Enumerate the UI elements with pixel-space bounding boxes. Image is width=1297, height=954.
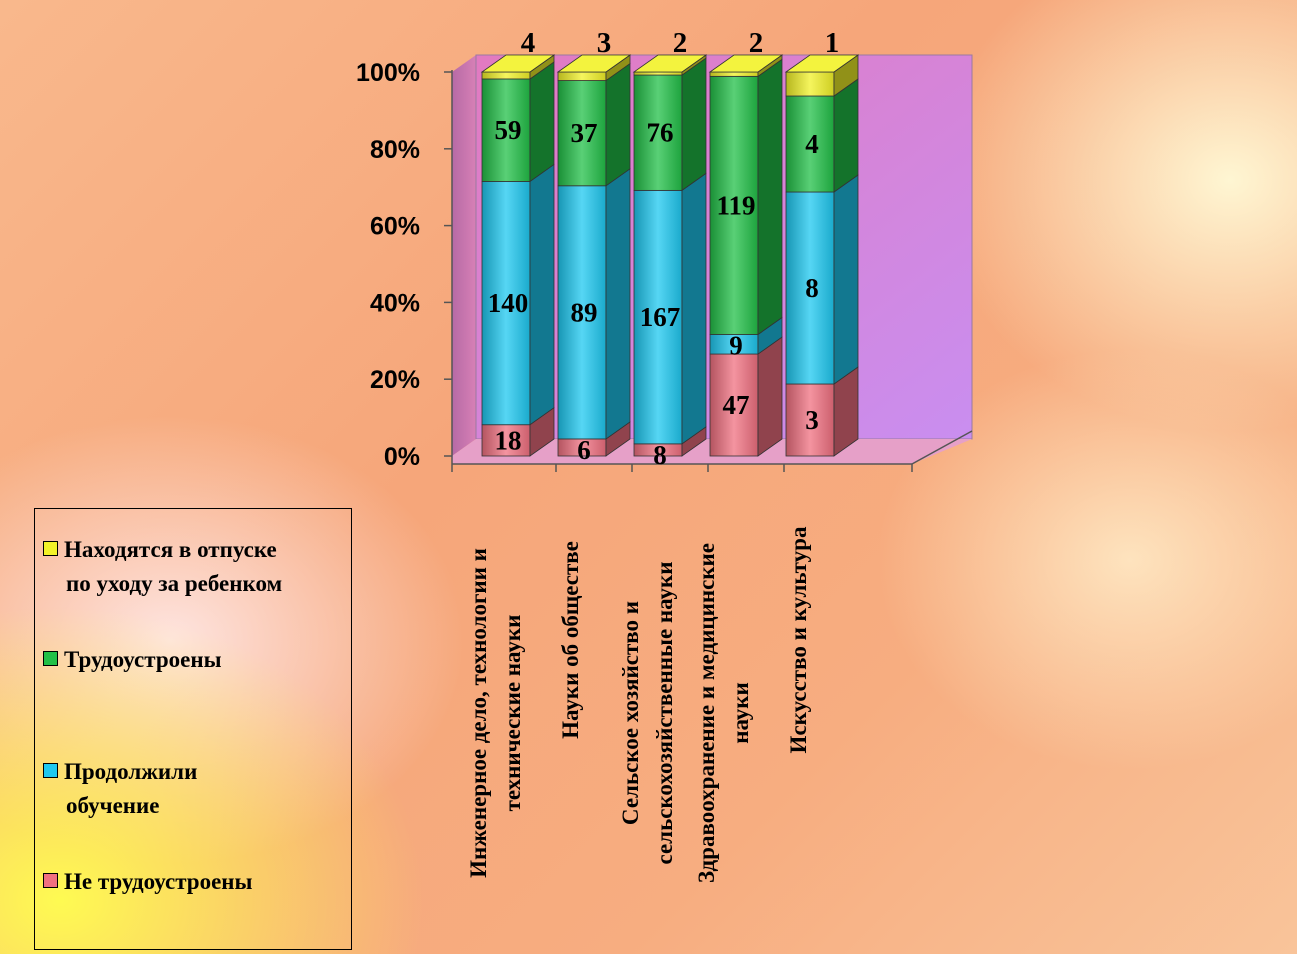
legend-label-leave-line2: по уходу за ребенком bbox=[66, 571, 283, 596]
data-label-2-0: 8 bbox=[653, 440, 667, 470]
data-label-1-3: 3 bbox=[597, 27, 612, 59]
data-label-3-2: 119 bbox=[716, 190, 755, 220]
legend-label-leave-line1: Находятся в отпуске bbox=[64, 537, 277, 562]
legend-item-unemployed: Не трудоустроены bbox=[43, 865, 349, 899]
bar-segment-1-3 bbox=[557, 71, 607, 81]
bar-segment-0-3 bbox=[481, 71, 531, 80]
legend-swatch-green bbox=[43, 651, 58, 666]
bar-segment-1-2 bbox=[557, 80, 607, 187]
bar-top-3 bbox=[708, 54, 784, 73]
legend-swatch-yellow bbox=[43, 541, 58, 556]
data-label-4-1: 8 bbox=[805, 273, 819, 303]
bar-side-4-2 bbox=[833, 78, 859, 193]
data-labels: 18 140 59 4 6 89 37 3 8 167 76 2 47 9 119 2 3 8 4 1 bbox=[488, 27, 840, 470]
data-label-0-2: 59 bbox=[495, 115, 522, 145]
data-label-3-3: 2 bbox=[749, 27, 764, 59]
category-label-3-0: Здравоохранение и медицинские bbox=[694, 543, 719, 883]
bar-segment-3-0 bbox=[709, 353, 759, 457]
category-label-1-0: Науки об обществе bbox=[558, 541, 583, 739]
bar-top-4 bbox=[784, 54, 860, 73]
y-tick-label: 40% bbox=[370, 289, 420, 317]
data-label-4-3: 1 bbox=[825, 27, 840, 59]
bar-segment-2-1 bbox=[633, 189, 683, 445]
bar-side-0-1 bbox=[529, 163, 555, 426]
legend-label-study-line2: обучение bbox=[66, 793, 160, 818]
legend-item-employed: Трудоустроены bbox=[43, 643, 349, 677]
bar-segment-4-2 bbox=[785, 95, 835, 193]
y-tick-label: 0% bbox=[384, 443, 420, 471]
bar-top-2 bbox=[632, 54, 708, 73]
y-tick-label: 60% bbox=[370, 213, 420, 241]
data-label-0-1: 140 bbox=[488, 288, 529, 318]
data-label-2-2: 76 bbox=[647, 118, 674, 148]
category-label-4-0: Искусство и культура bbox=[786, 526, 811, 753]
bar-side-2-2 bbox=[681, 57, 707, 192]
category-label-2-1: сельскохозяйственные науки bbox=[652, 561, 677, 864]
bar-side-3-0 bbox=[757, 336, 783, 457]
data-label-2-3: 2 bbox=[673, 27, 688, 59]
legend-item-leave: Находятся в отпуске по уходу за ребенком bbox=[43, 533, 349, 601]
left-wall bbox=[452, 55, 476, 456]
data-label-1-0: 6 bbox=[577, 435, 591, 465]
data-label-4-0: 3 bbox=[805, 405, 819, 435]
data-label-4-2: 4 bbox=[805, 129, 819, 159]
floor-edge bbox=[911, 430, 973, 465]
data-label-3-1: 9 bbox=[729, 331, 743, 361]
bar-segment-2-3 bbox=[633, 71, 683, 76]
category-label-0-1: технические науки bbox=[500, 615, 525, 812]
y-tick-label: 100% bbox=[356, 59, 420, 87]
bar-segment-0-2 bbox=[481, 78, 531, 182]
legend-swatch-cyan bbox=[43, 763, 58, 778]
bar-side-1-2 bbox=[605, 62, 631, 187]
category-labels: Инженерное дело, технологии и технические… bbox=[466, 526, 811, 883]
legend-swatch-pink bbox=[43, 873, 58, 888]
bar-side-0-2 bbox=[529, 61, 555, 183]
y-tick-label: 80% bbox=[370, 136, 420, 164]
bar-side-1-1 bbox=[605, 168, 631, 440]
bar-segment-2-2 bbox=[633, 74, 683, 191]
data-label-0-0: 18 bbox=[495, 425, 522, 455]
bar-side-3-2 bbox=[757, 58, 783, 336]
data-label-0-3: 4 bbox=[521, 27, 536, 59]
bar-side-2-1 bbox=[681, 172, 707, 445]
legend: Находятся в отпуске по уходу за ребенком … bbox=[34, 508, 352, 950]
bars bbox=[480, 54, 860, 457]
data-label-3-0: 47 bbox=[723, 390, 750, 420]
category-label-0-0: Инженерное дело, технологии и bbox=[466, 548, 491, 878]
bar-segment-4-3 bbox=[785, 71, 835, 97]
category-label-3-1: науки bbox=[728, 682, 753, 744]
bar-top-1 bbox=[556, 54, 632, 73]
category-label-2-0: Сельское хозяйство и bbox=[618, 601, 643, 825]
y-axis-ticks: 0% 20% 40% 60% 80% 100% bbox=[356, 59, 913, 472]
legend-label-employed: Трудоустроены bbox=[64, 647, 222, 672]
y-tick-label: 20% bbox=[370, 366, 420, 394]
bar-segment-4-1 bbox=[785, 191, 835, 385]
data-label-1-1: 89 bbox=[571, 297, 598, 327]
legend-label-unemployed: Не трудоустроены bbox=[64, 869, 253, 894]
legend-item-study: Продолжили обучение bbox=[43, 755, 349, 823]
bar-segment-3-3 bbox=[709, 71, 759, 77]
bar-side-4-1 bbox=[833, 174, 859, 385]
bar-segment-1-1 bbox=[557, 185, 607, 440]
legend-label-study-line1: Продолжили bbox=[64, 759, 198, 784]
data-label-2-1: 167 bbox=[640, 302, 681, 332]
data-label-1-2: 37 bbox=[571, 118, 598, 148]
bar-top-0 bbox=[480, 54, 556, 73]
